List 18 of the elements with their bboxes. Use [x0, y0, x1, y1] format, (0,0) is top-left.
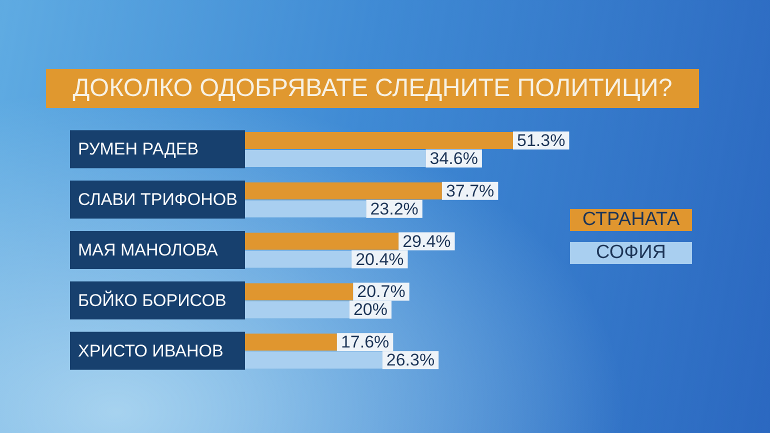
y-tick-label: СЛАВИ ТРИФОНОВ	[78, 190, 238, 210]
data-label: 37.7%	[446, 181, 494, 200]
data-label: 20.4%	[356, 250, 404, 269]
chart-title: ДОКОЛКО ОДОБРЯВАТЕ СЛЕДНИТЕ ПОЛИТИЦИ?	[46, 69, 699, 108]
data-label: 23.2%	[370, 199, 418, 218]
data-label: 20%	[353, 300, 388, 320]
text: СОФИЯ	[570, 242, 692, 264]
data-label: 29.4%	[402, 232, 451, 251]
y-tick-label: РУМЕН РАДЕВ	[78, 140, 199, 159]
data-label: 17.6%	[340, 332, 390, 352]
data-label: 51.3%	[516, 131, 566, 150]
data-label: 26.3%	[386, 350, 435, 370]
data-label: 34.6%	[430, 149, 478, 168]
data-label: 20.7%	[357, 282, 406, 302]
y-tick-label: БОЙКО БОРИСОВ	[78, 290, 226, 310]
y-tick-label: ХРИСТО ИВАНОВ	[78, 341, 224, 360]
text: СТРАНАТА	[570, 209, 692, 231]
y-tick-label: МАЯ МАНОЛОВА	[78, 240, 218, 260]
